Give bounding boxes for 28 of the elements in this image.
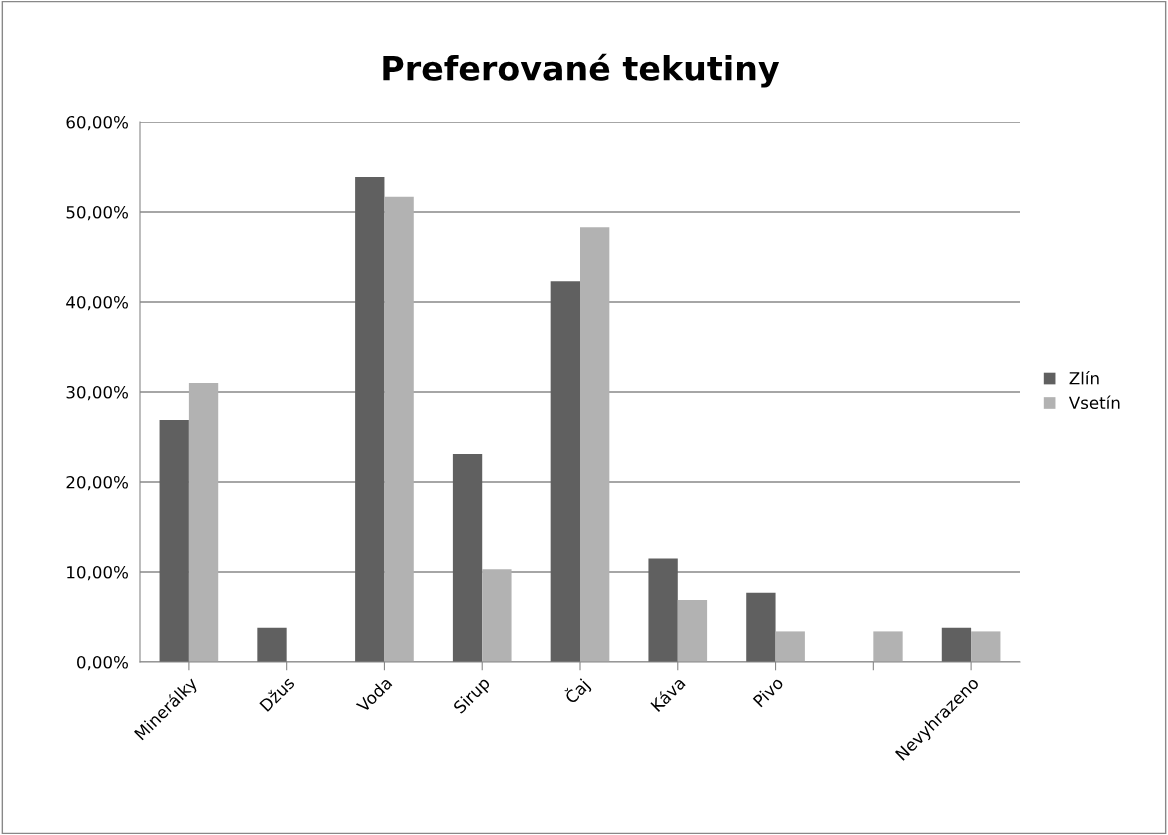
y-tick-label: 0,00%: [77, 655, 128, 671]
bar: [550, 281, 580, 662]
bar: [257, 627, 287, 662]
y-tick-label: 40,00%: [66, 295, 128, 311]
legend-label: Zlín: [1069, 371, 1099, 385]
y-tick-label: 50,00%: [66, 205, 128, 221]
bar: [188, 383, 219, 662]
bar: [941, 627, 972, 662]
bar: [746, 592, 776, 662]
y-tick-label: 30,00%: [66, 385, 128, 401]
bar: [677, 599, 708, 662]
bar: [873, 631, 903, 662]
bar: [159, 419, 189, 662]
x-tick-label: Pivo: [752, 675, 785, 708]
bar: [452, 454, 483, 662]
y-tick-label: 60,00%: [66, 115, 128, 131]
y-tick-label: 20,00%: [66, 475, 128, 491]
x-tick-label: Čaj: [561, 676, 593, 707]
legend-label: Vsetín: [1068, 395, 1120, 410]
bar: [580, 227, 610, 662]
bar: [775, 631, 805, 662]
bar: [384, 196, 414, 662]
bar: [971, 631, 1001, 662]
bar: [355, 176, 385, 662]
chart-title: Preferované tekutiny: [383, 53, 780, 88]
bar: [648, 558, 678, 662]
y-tick-label: 10,00%: [67, 565, 128, 581]
bar: [482, 569, 512, 662]
